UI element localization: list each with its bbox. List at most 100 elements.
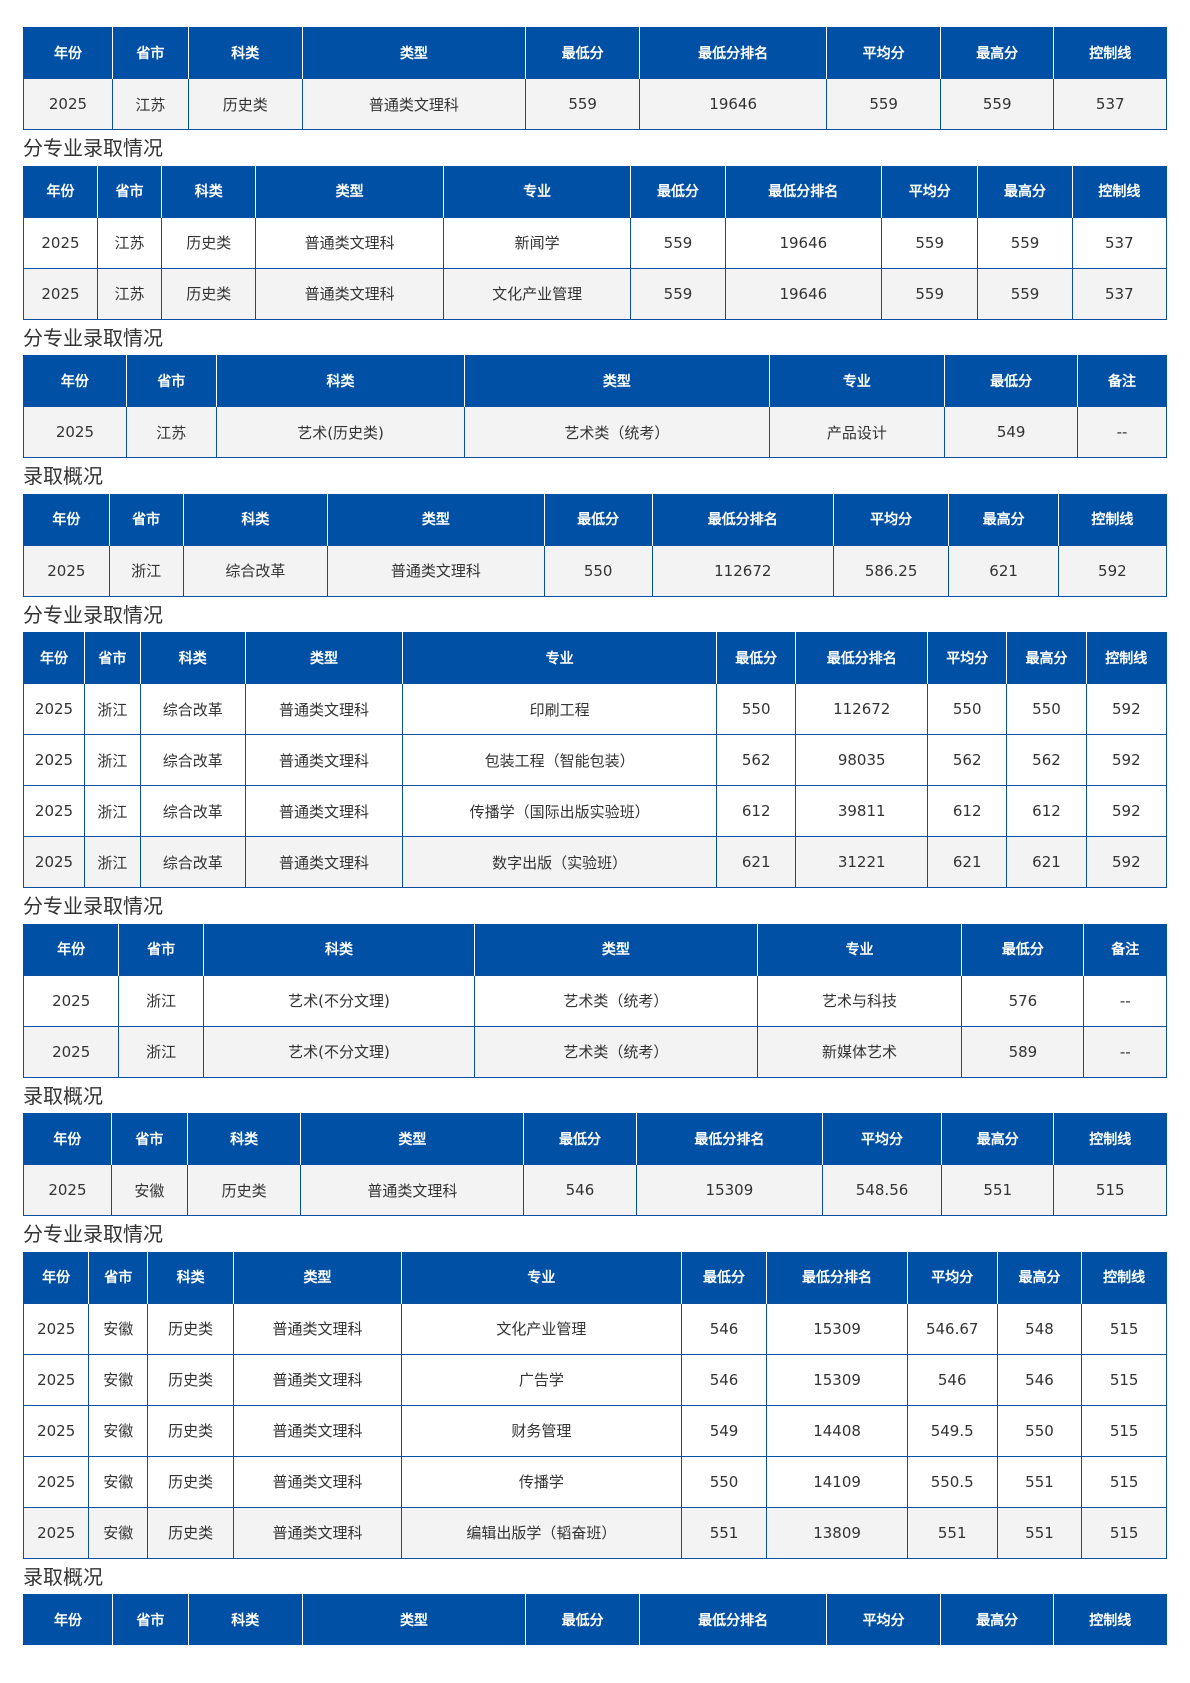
table-cell: 546.67 bbox=[906, 1302, 998, 1355]
column-header: 最低分排名 bbox=[651, 493, 834, 545]
column-header: 年份 bbox=[23, 165, 98, 217]
table-header-row: 年份 省市 科类 类型 专业 最低分 最低分排名 平均分 最高分 控制线 bbox=[23, 165, 1168, 217]
column-header: 省市 bbox=[96, 165, 163, 217]
column-header: 最高分 bbox=[939, 1594, 1055, 1645]
table-cell: 历史类 bbox=[186, 1164, 302, 1216]
table-cell: 普通类文理科 bbox=[244, 683, 404, 735]
table-cell: 551 bbox=[996, 1455, 1083, 1508]
table-cell: 2025 bbox=[23, 267, 98, 320]
table-cell: 546 bbox=[523, 1164, 637, 1216]
table-cell: 559 bbox=[525, 78, 640, 130]
table-cell: -- bbox=[1083, 1025, 1167, 1078]
column-header: 平均分 bbox=[906, 1251, 998, 1303]
table-cell: 112672 bbox=[795, 683, 929, 735]
table-cell: 621 bbox=[1006, 836, 1087, 888]
table-cell: 2025 bbox=[23, 1164, 112, 1216]
table-cell: 515 bbox=[1081, 1302, 1167, 1355]
table-cell: 历史类 bbox=[147, 1353, 234, 1406]
table-row: 2025 江苏 艺术(历史类) 艺术类（统考） 产品设计 549 -- bbox=[23, 406, 1167, 458]
column-header: 控制线 bbox=[1071, 165, 1168, 217]
table-cell: 江苏 bbox=[96, 267, 163, 320]
table-cell: 文化产业管理 bbox=[401, 1302, 682, 1355]
table-cell: 安徽 bbox=[88, 1353, 149, 1406]
table-cell: 546 bbox=[680, 1302, 768, 1355]
table-header-row: 年份 省市 科类 类型 最低分 最低分排名 平均分 最高分 控制线 bbox=[23, 1113, 1167, 1165]
column-header: 类型 bbox=[301, 1594, 527, 1645]
table-cell: 编辑出版学（韬奋班） bbox=[401, 1506, 682, 1559]
table-cell: 2025 bbox=[22, 1025, 120, 1078]
table-cell: 559 bbox=[630, 267, 726, 320]
table-cell: 2025 bbox=[23, 406, 127, 458]
table-cell: 数字出版（实验班） bbox=[402, 836, 718, 888]
table-row: 2025 安徽 历史类 普通类文理科 编辑出版学（韬奋班） 551 13809 551 551 5… bbox=[22, 1506, 1167, 1559]
column-header: 控制线 bbox=[1053, 27, 1167, 79]
table-cell: 普通类文理科 bbox=[327, 544, 545, 597]
table-row: 2025 安徽 历史类 普通类文理科 财务管理 549 14408 549.5 550 515 bbox=[22, 1404, 1167, 1457]
table-cell: 612 bbox=[927, 785, 1008, 837]
table-cell: 广告学 bbox=[401, 1353, 682, 1406]
table-cell: 550.5 bbox=[906, 1455, 998, 1508]
table-cell: 浙江 bbox=[84, 683, 141, 735]
table-cell: 612 bbox=[1006, 785, 1087, 837]
table-header-row: 年份 省市 科类 类型 专业 最低分 最低分排名 平均分 最高分 控制线 bbox=[22, 632, 1168, 684]
table-cell: 550 bbox=[716, 683, 797, 735]
table-cell: 综合改革 bbox=[139, 734, 246, 786]
table-row: 2025 浙江 综合改革 普通类文理科 传播学（国际出版实验班） 612 39811 612 6… bbox=[22, 785, 1168, 837]
table-cell: 559 bbox=[939, 78, 1055, 130]
table-cell: 普通类文理科 bbox=[232, 1455, 403, 1508]
table-cell: 589 bbox=[961, 1025, 1085, 1078]
column-header: 控制线 bbox=[1085, 632, 1168, 684]
column-header: 平均分 bbox=[832, 493, 950, 545]
column-header: 最高分 bbox=[1006, 632, 1087, 684]
table-cell: 549 bbox=[680, 1404, 768, 1457]
column-header: 平均分 bbox=[880, 165, 979, 217]
column-header: 年份 bbox=[23, 493, 110, 545]
column-header: 类型 bbox=[255, 165, 444, 217]
table-cell: 586.25 bbox=[832, 544, 950, 597]
table-header-row: 年份 省市 科类 类型 专业 最低分 备注 bbox=[22, 923, 1167, 975]
column-header: 最低分 bbox=[944, 355, 1079, 407]
table-cell: 2025 bbox=[23, 78, 113, 130]
column-header: 最高分 bbox=[996, 1251, 1083, 1303]
table-cell: 112672 bbox=[651, 544, 834, 597]
table-cell: 2025 bbox=[22, 1455, 90, 1508]
table-cell: 2025 bbox=[22, 1404, 90, 1457]
table-cell: 普通类文理科 bbox=[244, 734, 404, 786]
table-cell: 592 bbox=[1085, 683, 1168, 735]
column-header: 最高分 bbox=[948, 493, 1059, 545]
table-cell: 浙江 bbox=[84, 836, 141, 888]
table-header-row: 年份 省市 科类 类型 最低分 最低分排名 平均分 最高分 控制线 bbox=[23, 493, 1168, 545]
table-cell: 历史类 bbox=[147, 1302, 234, 1355]
table-cell: 2025 bbox=[22, 785, 86, 837]
table-cell: 传播学 bbox=[401, 1455, 682, 1508]
table-cell: 普通类文理科 bbox=[300, 1164, 525, 1216]
table-cell: 历史类 bbox=[147, 1404, 234, 1457]
admission-table: 年份 省市 科类 类型 专业 最低分 最低分排名 平均分 最高分 控制线 2025 江苏 历史类 普通类文… bbox=[23, 165, 1168, 320]
table-cell: 江苏 bbox=[111, 78, 189, 130]
table-cell: 537 bbox=[1053, 78, 1167, 130]
table-cell: 14109 bbox=[766, 1455, 908, 1508]
table-row: 2025 浙江 艺术(不分文理) 艺术类（统考） 新媒体艺术 589 -- bbox=[22, 1025, 1167, 1078]
table-cell: 浙江 bbox=[118, 1025, 204, 1078]
column-header: 年份 bbox=[23, 355, 127, 407]
table-cell: 2025 bbox=[22, 1302, 90, 1355]
table-cell: 艺术类（统考） bbox=[473, 974, 758, 1027]
admission-table: 年份 省市 科类 类型 最低分 最低分排名 平均分 最高分 控制线 2025 安徽 历史类 普通类文理科… bbox=[23, 1113, 1167, 1216]
table-cell: 安徽 bbox=[88, 1506, 149, 1559]
table-cell: 安徽 bbox=[88, 1455, 149, 1508]
table-row: 2025 浙江 综合改革 普通类文理科 数字出版（实验班） 621 31221 621 621 5… bbox=[22, 836, 1168, 888]
table-row: 2025 安徽 历史类 普通类文理科 传播学 550 14109 550.5 551 515 bbox=[22, 1455, 1167, 1508]
table-cell: 546 bbox=[680, 1353, 768, 1406]
table-cell: 江苏 bbox=[125, 406, 217, 458]
table-cell: 559 bbox=[630, 216, 726, 269]
table-cell: 艺术(历史类) bbox=[215, 406, 466, 458]
column-header: 最低分排名 bbox=[795, 632, 929, 684]
table-cell: 浙江 bbox=[108, 544, 184, 597]
table-cell: 普通类文理科 bbox=[255, 267, 444, 320]
table-cell: 2025 bbox=[23, 544, 110, 597]
table-cell: 621 bbox=[927, 836, 1008, 888]
table-cell: 550 bbox=[543, 544, 653, 597]
table-cell: 562 bbox=[716, 734, 797, 786]
table-cell: 历史类 bbox=[147, 1506, 234, 1559]
admission-table: 年份 省市 科类 类型 专业 最低分 备注 2025 浙江 艺术(不分文理) 艺术类（统考） 艺术与科… bbox=[22, 923, 1167, 1078]
